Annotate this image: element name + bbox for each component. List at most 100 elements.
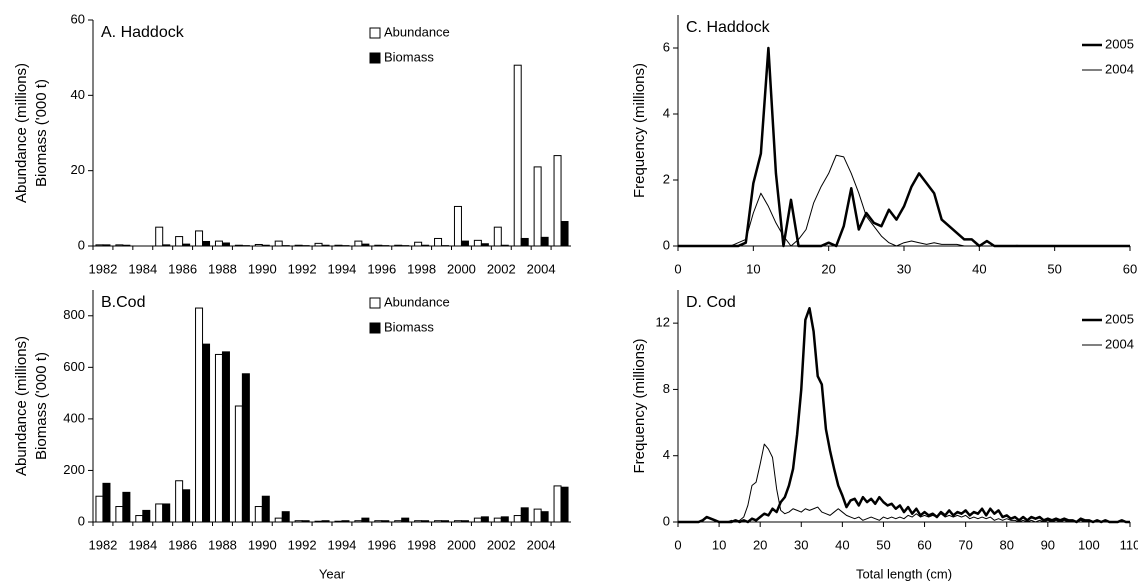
bar [234, 244, 243, 247]
x-tick-label: 30 [897, 261, 911, 276]
legend-label: Abundance [384, 294, 450, 309]
bar [102, 244, 111, 247]
bar [122, 491, 131, 523]
x-tick-label: 2000 [447, 537, 476, 552]
bar [473, 239, 482, 247]
legend-swatch [369, 52, 381, 64]
y-tick-label: 4 [663, 447, 670, 462]
bar [493, 517, 502, 523]
bar [155, 226, 164, 247]
y-axis-label: Biomass ('000 t) [33, 352, 50, 460]
x-tick-label: 1986 [168, 537, 197, 552]
y-tick-label: 2 [663, 171, 670, 186]
x-tick-label: 1986 [168, 261, 197, 276]
bar [513, 64, 522, 247]
bar [394, 244, 403, 247]
line-series [678, 46, 1130, 248]
bar [493, 226, 502, 247]
y-axis-label: Frequency (millions) [631, 63, 648, 198]
y-axis-label: Abundance (millions) [13, 63, 30, 203]
x-tick-label: 1990 [248, 537, 277, 552]
bar [321, 244, 330, 247]
bar [361, 243, 370, 247]
x-tick-label: 1988 [208, 261, 237, 276]
bar [261, 244, 270, 247]
x-tick-label: 1984 [128, 537, 157, 552]
bar [374, 520, 383, 523]
panel-title: B.Cod [101, 294, 145, 311]
x-tick-label: 2002 [487, 261, 516, 276]
bar [520, 237, 529, 247]
x-tick-label: 1984 [128, 261, 157, 276]
bar [214, 353, 223, 523]
bar [314, 520, 323, 523]
bar [314, 242, 323, 247]
x-tick-label: 1992 [288, 261, 317, 276]
bar [234, 405, 243, 523]
legend-label: Biomass [384, 319, 434, 334]
y-tick-label: 0 [78, 237, 85, 252]
legend-swatch [369, 27, 381, 39]
bar [453, 520, 462, 523]
bar [460, 520, 469, 523]
y-axis-label: Biomass ('000 t) [33, 79, 50, 187]
x-tick-label: 20 [753, 537, 767, 552]
line-series [678, 154, 1130, 247]
x-tick-label: 10 [746, 261, 760, 276]
bar [241, 373, 250, 523]
bar [354, 240, 363, 247]
legend-label: 2005 [1105, 311, 1134, 326]
x-tick-label: 1996 [367, 261, 396, 276]
bar [414, 520, 423, 523]
bar [334, 244, 343, 247]
bar [254, 506, 263, 523]
bar [520, 507, 529, 523]
bar [182, 243, 191, 247]
bar [394, 520, 403, 523]
x-tick-label: 40 [972, 261, 986, 276]
x-tick-label: 1996 [367, 537, 396, 552]
bar [341, 520, 350, 523]
x-tick-label: 50 [876, 537, 890, 552]
bar [533, 508, 542, 523]
bar [540, 236, 549, 247]
y-tick-label: 12 [656, 315, 670, 330]
bar [354, 520, 363, 523]
bar [434, 237, 443, 247]
bar [480, 243, 489, 247]
bar [460, 240, 469, 247]
line-series [678, 306, 1130, 524]
x-tick-label: 90 [1041, 537, 1055, 552]
y-tick-label: 60 [71, 11, 85, 26]
y-tick-label: 200 [63, 462, 85, 477]
y-tick-label: 0 [663, 237, 670, 252]
bar [500, 516, 509, 523]
x-tick-label: 50 [1047, 261, 1061, 276]
x-tick-label: 2004 [527, 537, 556, 552]
bar [381, 520, 390, 523]
bar [533, 166, 542, 247]
y-tick-label: 0 [663, 513, 670, 528]
x-tick-label: 1982 [88, 537, 117, 552]
legend-label: Abundance [384, 24, 450, 39]
bar [122, 244, 131, 247]
bar [142, 509, 151, 523]
x-tick-label: 1998 [407, 537, 436, 552]
x-tick-label: 60 [1123, 261, 1137, 276]
bar [473, 517, 482, 523]
y-tick-label: 600 [63, 359, 85, 374]
bar [202, 343, 211, 523]
legend-label: 2005 [1105, 36, 1134, 51]
y-tick-label: 800 [63, 307, 85, 322]
bar [175, 480, 184, 523]
bar [434, 520, 443, 523]
bar [421, 520, 430, 523]
x-tick-label: 70 [958, 537, 972, 552]
bar [361, 517, 370, 523]
bar [560, 486, 569, 523]
bar [401, 517, 410, 523]
y-tick-label: 20 [71, 162, 85, 177]
x-tick-label: 40 [835, 537, 849, 552]
x-tick-label: 110 [1120, 537, 1138, 552]
bar [500, 244, 509, 247]
